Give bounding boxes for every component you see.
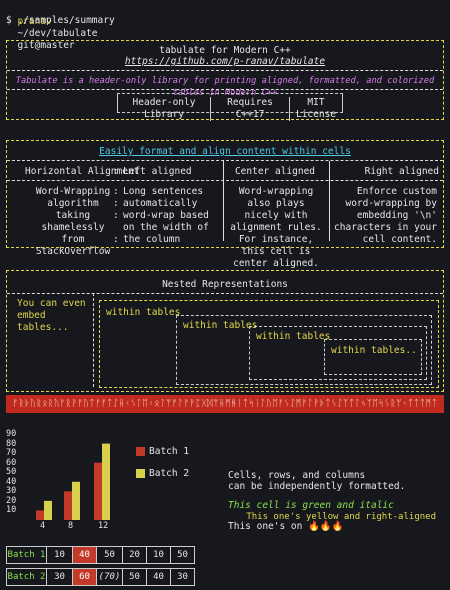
nested-label-2: within tables xyxy=(183,320,258,331)
bar-batch-1-8 xyxy=(64,491,72,520)
nested-title: Nested Representations xyxy=(162,279,288,290)
format-cell-1: Long sentences automatically word-wrap b… xyxy=(123,186,209,245)
batch-row-label: Batch 2 xyxy=(7,569,47,585)
bar-batch-2-4 xyxy=(44,500,52,520)
nested-box: Nested Representations You can even embe… xyxy=(6,270,444,392)
header-box: tabulate for Modern C++ https://github.c… xyxy=(6,40,444,121)
chart-plot xyxy=(36,443,110,520)
legend-swatch-batch-1 xyxy=(136,447,145,456)
y-tick-label: 90 xyxy=(6,429,17,439)
format-cell-0: Word-Wrapping algorithm taking shameless… xyxy=(35,186,111,257)
batch-row-label: Batch 1 xyxy=(7,547,47,563)
batch-cell: 10 xyxy=(147,547,171,563)
x-tick-label: 4 xyxy=(40,521,46,531)
format-header-1: Left aligned xyxy=(123,166,192,177)
y-tick-label: 80 xyxy=(6,438,17,449)
format-header-0: Horizontal Alignment xyxy=(25,166,140,177)
side-green-italic: This cell is green and italic xyxy=(228,500,394,511)
terminal-command: $ ./samples/summary xyxy=(6,15,115,26)
side-yellow-right: This one's yellow and right-aligned xyxy=(246,512,436,522)
y-tick-label: 40 xyxy=(6,476,17,487)
batch-row: Batch 1 10 40 50 20 10 50 xyxy=(6,546,195,564)
x-tick-label: 12 xyxy=(98,521,109,531)
batch-cell: 20 xyxy=(123,547,147,563)
bar-batch-1-12 xyxy=(94,462,102,520)
format-box: Easily format and align content within c… xyxy=(6,140,444,269)
x-tick-label: 8 xyxy=(68,521,74,531)
format-header-2: Center aligned xyxy=(234,166,316,177)
y-tick-label: 10 xyxy=(6,505,17,516)
bar-batch-2-12 xyxy=(102,443,110,520)
bar-chart: 90 80 70 60 50 40 30 20 10 4 8 12 xyxy=(6,428,206,532)
badge-header-only: Header-only Library xyxy=(118,97,211,121)
batch-cell: 30 xyxy=(47,569,73,585)
batch-row: Batch 2 30 60 (70) 50 40 30 xyxy=(6,568,195,586)
side-line-2: can be independently formatted. xyxy=(228,481,406,492)
nested-left-text: You can even embed tables... xyxy=(17,298,86,333)
rune-strip: ᚠᚱᚦᚢᚱᛟᚱᚢᚠᚱᚹᚠᚢᛏᚠᚠᛏᛇᚺᚲᛊᛚᛖᚲᛟᛚᛘᚡᛚᚠᚹᛈᚷᛞᛘᚺᛗᚻᛁᛏ… xyxy=(6,395,444,413)
side-fire-prefix: This one's on xyxy=(228,521,303,532)
y-tick-label: 20 xyxy=(6,495,17,506)
nested-level-1: within tables within tables within table… xyxy=(99,300,439,388)
y-tick-label: 60 xyxy=(6,457,17,468)
format-title: Easily format and align content within c… xyxy=(99,146,351,157)
badge-cpp17: Requires C++17 xyxy=(211,97,290,121)
nested-label-3: within tables xyxy=(256,331,331,342)
bar-batch-1-4 xyxy=(36,510,44,520)
header-url[interactable]: https://github.com/p-ranav/tabulate xyxy=(124,56,326,67)
y-tick-label: 50 xyxy=(6,467,17,478)
batch-cell: 10 xyxy=(47,547,73,563)
side-line-1: Cells, rows, and columns xyxy=(228,470,366,481)
nested-level-3: within tables within tables.. xyxy=(249,326,427,380)
batch-cell: (70) xyxy=(97,569,123,585)
batch-cell: 30 xyxy=(171,569,195,585)
terminal-prompt: pranav ~/dev/tabulate git@master xyxy=(6,4,98,52)
batch-cell: 50 xyxy=(171,547,195,563)
batch-cell: 40 xyxy=(73,547,97,563)
legend-swatch-batch-2 xyxy=(136,469,145,478)
legend-label-batch-1: Batch 1 xyxy=(149,446,190,457)
batch-cell: 50 xyxy=(123,569,147,585)
y-tick-label: 30 xyxy=(6,486,17,497)
legend-label-batch-2: Batch 2 xyxy=(149,468,190,479)
header-title: tabulate for Modern C++ xyxy=(159,45,291,56)
format-cell-3: Enforce custom word-wrapping by embeddin… xyxy=(334,186,437,245)
batch-cell: 50 xyxy=(97,547,123,563)
fire-icon: 🔥🔥🔥 xyxy=(308,521,344,532)
bar-batch-2-8 xyxy=(72,481,80,520)
format-header-3: Right aligned xyxy=(364,166,439,177)
prompt-user: pranav xyxy=(17,16,52,27)
nested-level-4: within tables.. xyxy=(324,339,422,375)
prompt-path: ~/dev/tabulate xyxy=(17,28,98,39)
nested-level-2: within tables within tables within table… xyxy=(176,315,432,385)
batch-cell: 40 xyxy=(147,569,171,585)
badge-license: MIT License xyxy=(295,97,337,120)
side-fire-line: This one's on 🔥🔥🔥 xyxy=(228,521,344,533)
batch-cell: 60 xyxy=(73,569,97,585)
nested-label-4: within tables.. xyxy=(331,345,417,356)
badges-row: Header-only Library Requires C++17 MIT L… xyxy=(117,93,343,121)
nested-label-1: within tables xyxy=(106,307,181,318)
prompt-branch: git@master xyxy=(17,40,75,51)
y-tick-label: 70 xyxy=(6,448,17,459)
format-cell-2: Word-wrapping also plays nicely with ali… xyxy=(230,186,322,269)
